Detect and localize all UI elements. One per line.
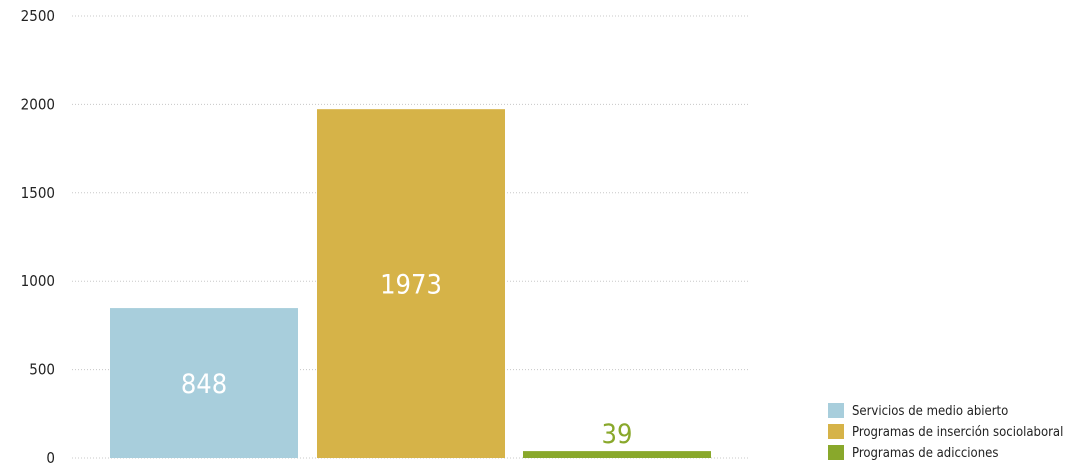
legend-swatch-2 — [828, 424, 844, 439]
y-tick-label-1000: 1000 — [21, 272, 55, 290]
y-tick-label-2500: 2500 — [21, 7, 55, 25]
bar-labels: 848 1973 39 — [181, 270, 633, 451]
y-tick-label-500: 500 — [29, 361, 55, 379]
bar-value-label-3: 39 — [602, 419, 633, 450]
y-tick-label-1500: 1500 — [21, 184, 55, 202]
y-axis-ticks: 0 500 1000 1500 2000 2500 — [21, 7, 55, 467]
bar-value-label-2: 1973 — [380, 270, 442, 301]
legend-swatch-1 — [828, 403, 844, 418]
y-tick-label-2000: 2000 — [21, 95, 55, 113]
y-tick-label-0: 0 — [46, 449, 55, 464]
bar-3 — [523, 451, 711, 458]
bars — [110, 109, 711, 459]
legend-label-1: Servicios de medio abierto — [852, 404, 1008, 419]
legend-swatch-3 — [828, 445, 844, 460]
bar-1 — [110, 308, 298, 458]
legend: Servicios de medio abierto Programas de i… — [828, 403, 1063, 461]
legend-label-2: Programas de inserción sociolaboral — [852, 425, 1063, 440]
legend-label-3: Programas de adicciones — [852, 446, 998, 461]
bar-value-label-1: 848 — [181, 369, 227, 400]
bar-2 — [317, 109, 505, 459]
